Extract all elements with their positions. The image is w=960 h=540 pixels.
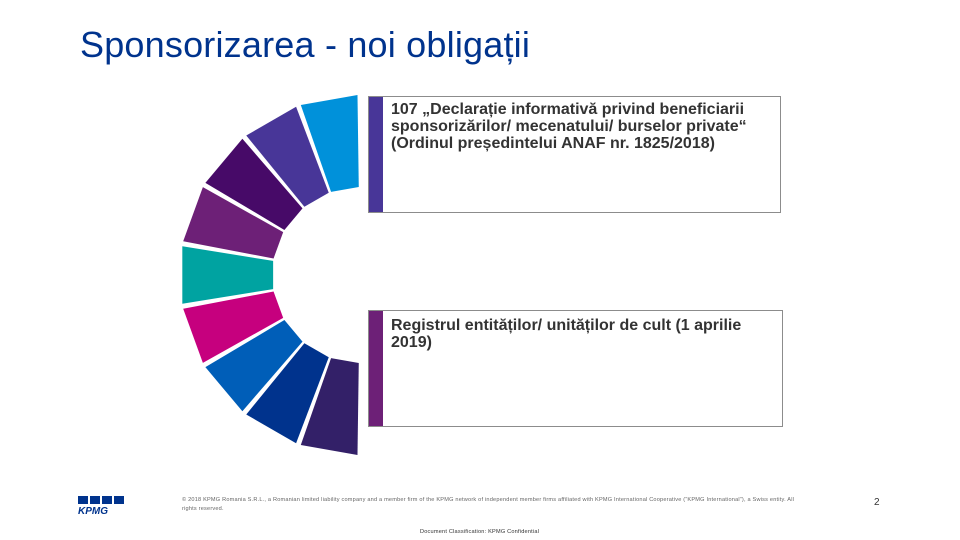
ring-segment-1 [300,95,359,192]
ring-segment-2 [246,106,329,207]
kpmg-logo: KPMG [78,496,124,517]
declaration-107-text: 107 „Declarație informativă privind bene… [391,101,747,152]
kpmg-logo-boxes [78,496,124,504]
ring-segment-6 [183,291,284,363]
cult-registry-box: Registrul entităților/ unităților de cul… [368,310,783,427]
kpmg-logo-wordmark: KPMG [78,506,108,517]
decorative-color-ring [182,95,359,455]
ring-segment-3 [205,138,303,230]
slide-title: Sponsorizarea - noi obligații [80,24,531,65]
ring-segment-4 [183,187,284,259]
ring-segment-9 [300,358,359,455]
copyright-footer: © 2018 KPMG Romania S.R.L., a Romanian l… [182,497,795,512]
ring-segment-8 [246,343,329,444]
declaration-107-box: 107 „Declarație informativă privind bene… [368,96,781,213]
cult-registry-accent-bar [369,311,383,426]
cult-registry-text: Registrul entităților/ unităților de cul… [391,317,742,351]
document-classification: Document Classification: KPMG Confidenti… [420,529,540,535]
declaration-107-accent-bar [369,97,383,212]
ring-segment-5 [182,246,274,304]
ring-segment-7 [205,320,303,412]
page-number: 2 [874,497,880,508]
